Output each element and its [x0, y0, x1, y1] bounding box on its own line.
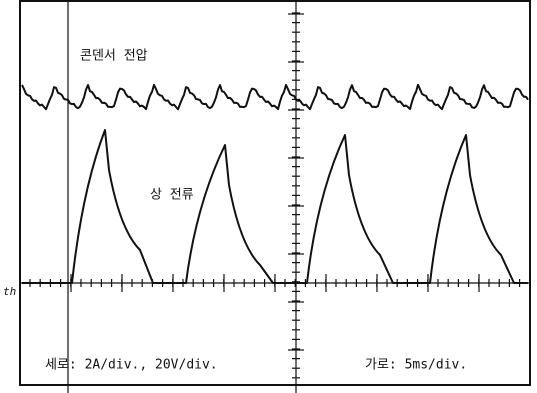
scope-screen: 콘덴서 전압 상 전류 세로: 2A/div., 20V/div. 가로: 5m…	[0, 0, 537, 393]
ground-marker: th	[3, 285, 16, 298]
horizontal-scale: 가로: 5ms/div.	[365, 358, 467, 373]
current-label: 상 전류	[150, 188, 194, 203]
vertical-scale: 세로: 2A/div., 20V/div.	[45, 358, 218, 373]
voltage-label: 콘덴서 전압	[80, 49, 148, 64]
